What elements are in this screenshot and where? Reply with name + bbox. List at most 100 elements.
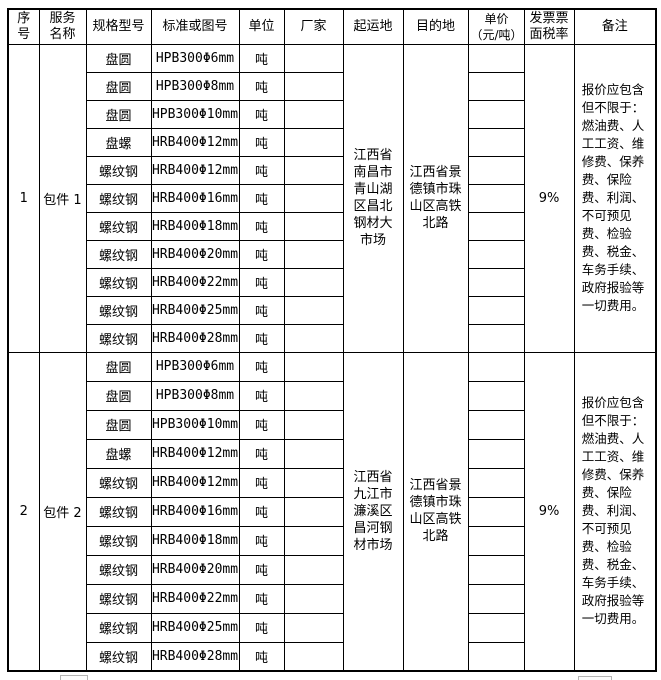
price-cell [467,496,525,527]
origin-cell: 江西省九江市濂溪区昌河钢材市场 [342,351,404,672]
price-cell [467,43,525,73]
col-header-unit: 单位 [238,8,285,45]
spec-cell: 螺纹钢 [85,155,152,185]
table-row: 盘圆 HPB300Φ10mm 吨 [8,409,656,440]
col-header-spec-label: 规格型号 [92,18,145,34]
price-cell [467,183,525,213]
spec-cell: 螺纹钢 [85,641,152,672]
price-cell [467,409,525,440]
col-header-unit-price-label: 单价 （元/吨） [470,11,523,42]
seq-cell: 1 [7,43,40,353]
clipped-ui-fragment-right [578,676,612,680]
vendor-cell [283,467,344,498]
origin-cell: 江西省南昌市青山湖区昌北钢材大市场 [342,43,404,353]
vendor-cell [283,612,344,643]
spec-cell: 螺纹钢 [85,496,152,527]
unit-cell: 吨 [238,295,285,325]
col-header-tax-rate-label: 发票票 面税率 [529,10,569,42]
col-header-seq-label: 序 号 [17,10,31,42]
standard-cell: HPB300Φ8mm [150,71,240,101]
vendor-cell [283,351,344,382]
package-name-cell: 包件 1 [38,43,87,353]
price-cell [467,99,525,129]
spec-cell: 螺纹钢 [85,554,152,585]
table-row: 螺纹钢 HRB400Φ18mm 吨 [8,211,656,241]
col-header-unit-price: 单价 （元/吨） [467,8,525,45]
standard-cell: HRB400Φ28mm [150,323,240,353]
standard-cell: HRB400Φ12mm [150,438,240,469]
unit-cell: 吨 [238,583,285,614]
standard-cell: HRB400Φ16mm [150,183,240,213]
standard-cell: HRB400Φ25mm [150,295,240,325]
spec-cell: 螺纹钢 [85,295,152,325]
vendor-cell [283,323,344,353]
unit-cell: 吨 [238,612,285,643]
unit-cell: 吨 [238,496,285,527]
vendor-cell [283,43,344,73]
clipped-ui-fragment-left [60,675,88,680]
col-header-spec: 规格型号 [85,8,152,45]
standard-cell: HRB400Φ28mm [150,641,240,672]
col-header-remarks-label: 备注 [601,18,628,34]
col-header-vendor-label: 厂家 [300,18,327,34]
vendor-cell [283,127,344,157]
remarks-cell: 报价应包含但不限于：燃油费、人工工资、维修费、保养费、保险费、利润、不可预见费、… [573,351,657,672]
table-row: 盘圆 HPB300Φ8mm 吨 [8,71,656,101]
standard-cell: HRB400Φ20mm [150,239,240,269]
table-row: 2 包件 2 盘圆 HPB300Φ6mm 吨江西省九江市濂溪区昌河钢材市场 江西省景德镇市… [7,351,657,672]
unit-cell: 吨 [238,380,285,411]
price-cell [467,351,525,382]
spec-cell: 盘螺 [85,127,152,157]
origin-cell-text: 江西省九江市濂溪区昌河钢材市场 [353,469,393,553]
quotation-table: 序 号 服务 名称 规格型号 标准或图号 单位 厂家 起运地 目的地 单价 （元… [7,8,657,672]
unit-cell: 吨 [238,211,285,241]
standard-cell: HPB300Φ10mm [150,409,240,440]
unit-cell: 吨 [238,554,285,585]
unit-cell: 吨 [238,43,285,73]
spec-cell: 盘螺 [85,438,152,469]
vendor-cell [283,641,344,672]
price-cell [467,641,525,672]
spec-cell: 螺纹钢 [85,211,152,241]
unit-cell: 吨 [238,239,285,269]
col-header-destination: 目的地 [402,8,469,45]
standard-cell: HRB400Φ12mm [150,467,240,498]
spec-cell: 螺纹钢 [85,267,152,297]
spec-cell: 螺纹钢 [85,323,152,353]
col-header-service-name: 服务 名称 [38,8,87,45]
standard-cell: HRB400Φ16mm [150,496,240,527]
price-cell [467,295,525,325]
price-cell [467,127,525,157]
col-header-origin-label: 起运地 [353,18,393,34]
table-row: 螺纹钢 HRB400Φ28mm 吨 [8,641,656,672]
unit-cell: 吨 [238,71,285,101]
spec-cell: 螺纹钢 [85,612,152,643]
standard-cell: HRB400Φ12mm [150,127,240,157]
table-row: 盘圆 HPB300Φ10mm 吨 [8,99,656,129]
col-header-standard: 标准或图号 [150,8,240,45]
vendor-cell [283,267,344,297]
price-cell [467,583,525,614]
price-cell [467,438,525,469]
vendor-cell [283,183,344,213]
table-row: 螺纹钢 HRB400Φ28mm 吨 [8,323,656,353]
remarks-cell-text: 报价应包含但不限于：燃油费、人工工资、维修费、保养费、保险费、利润、不可预见费、… [581,395,645,627]
table-row: 盘螺 HRB400Φ12mm 吨 [8,438,656,469]
col-header-seq: 序 号 [7,8,40,45]
unit-cell: 吨 [238,99,285,129]
standard-cell: HRB400Φ12mm [150,155,240,185]
remarks-cell-text: 报价应包含但不限于：燃油费、人工工资、维修费、保养费、保险费、利润、不可预见费、… [581,82,645,313]
table-row: 螺纹钢 HRB400Φ20mm 吨 [8,554,656,585]
standard-cell: HPB300Φ10mm [150,99,240,129]
spec-cell: 盘圆 [85,351,152,382]
standard-cell: HRB400Φ22mm [150,583,240,614]
spec-cell: 盘圆 [85,409,152,440]
standard-cell: HRB400Φ22mm [150,267,240,297]
vendor-cell [283,211,344,241]
unit-cell: 吨 [238,267,285,297]
price-cell [467,323,525,353]
unit-cell: 吨 [238,155,285,185]
destination-cell: 江西省景德镇市珠山区高铁北路 [402,43,469,353]
table-row: 盘圆 HPB300Φ8mm 吨 [8,380,656,411]
